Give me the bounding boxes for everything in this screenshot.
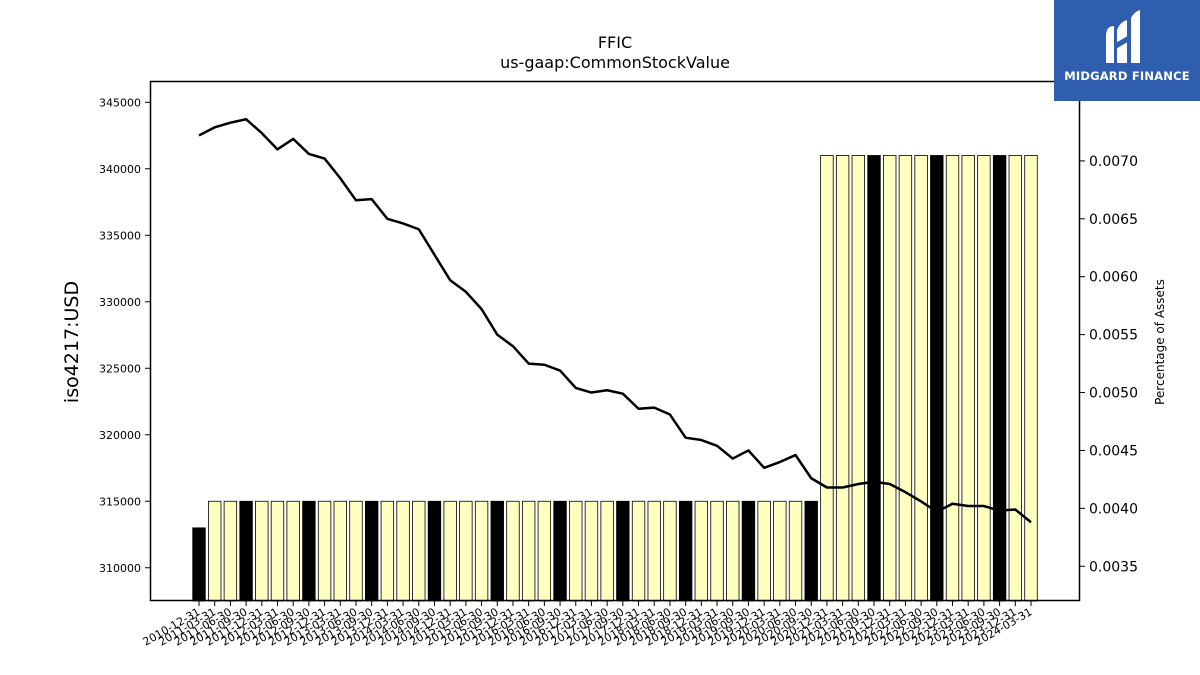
chart-title: FFIC — [597, 33, 633, 52]
bar-2010-12-31 — [192, 527, 206, 602]
bar-2022-03-31 — [898, 155, 913, 602]
right-axis-ticks: 0.0035 0.0040 0.0045 0.0050 0.0055 0.0060 0.00… — [1080, 154, 1138, 575]
bar-2018-06-30 — [663, 500, 677, 602]
left-axis-ticks: 310000 315000 320000 325000 330000 335000 3400… — [99, 96, 150, 575]
bar-2019-03-31 — [710, 500, 724, 602]
y2-tick-label: 0.0065 — [1089, 212, 1138, 228]
bar-2022-09-30 — [930, 155, 944, 602]
line-layer — [198, 117, 1032, 524]
bar-2014-12-31 — [443, 500, 457, 602]
bar-2016-12-31 — [569, 500, 583, 602]
bar-2023-03-31 — [961, 155, 975, 602]
bar-2023-12-31 — [1008, 155, 1022, 602]
bar-2019-09-30 — [741, 500, 756, 602]
percentage-line — [198, 117, 1032, 524]
bar-2011-06-30 — [223, 500, 238, 602]
chart-subtitle: us-gaap:CommonStockValue — [500, 53, 730, 72]
y2-tick-label: 0.0045 — [1089, 443, 1138, 459]
bar-2017-09-30 — [616, 500, 630, 602]
bar-2019-12-31 — [757, 500, 771, 602]
bar-2016-06-30 — [537, 500, 552, 602]
bar-2023-06-30 — [977, 155, 991, 602]
y-tick-label: 315000 — [99, 495, 141, 508]
bar-2019-06-30 — [726, 500, 740, 602]
bar-2021-06-30 — [851, 155, 865, 602]
y2-tick-label: 0.0040 — [1089, 501, 1138, 517]
bar-2023-09-30 — [992, 155, 1007, 602]
bar-2017-12-31 — [631, 500, 646, 602]
bar-2021-09-30 — [867, 155, 881, 602]
plot-frame — [149, 80, 1081, 602]
bar-2013-03-31 — [333, 500, 347, 602]
bar-2012-06-30 — [286, 500, 300, 602]
bar-2017-03-31 — [584, 500, 599, 602]
bar-2022-06-30 — [914, 155, 928, 602]
bar-2012-03-31 — [270, 500, 285, 602]
logo-mark-icon — [1106, 10, 1140, 63]
bars-layer — [192, 155, 1038, 602]
bar-2018-09-30 — [678, 500, 693, 602]
bar-2020-06-30 — [788, 500, 803, 602]
bar-2015-12-31 — [506, 500, 520, 602]
y-tick-label: 310000 — [99, 562, 141, 575]
logo-text: MIDGARD FINANCE — [1064, 69, 1190, 83]
bar-2013-12-31 — [380, 500, 395, 602]
bar-2020-09-30 — [804, 500, 818, 602]
bar-2013-09-30 — [364, 500, 379, 602]
bar-2014-03-31 — [396, 500, 410, 602]
bar-2022-12-31 — [945, 155, 960, 602]
y2-axis-label: Percentage of Assets — [1153, 279, 1167, 405]
bar-2020-12-31 — [820, 155, 834, 602]
bar-2011-12-31 — [255, 500, 269, 602]
bar-2021-03-31 — [835, 155, 850, 602]
y-tick-label: 325000 — [99, 362, 141, 375]
y-tick-label: 330000 — [99, 296, 141, 309]
y2-tick-label: 0.0055 — [1089, 328, 1138, 344]
bar-2016-03-31 — [521, 500, 536, 602]
y2-tick-label: 0.0050 — [1089, 386, 1138, 402]
y-axis-label: iso4217:USD — [61, 280, 83, 404]
bar-2015-09-30 — [490, 500, 504, 602]
bar-2011-03-31 — [208, 500, 222, 602]
y-tick-label: 340000 — [99, 163, 141, 176]
bar-2014-09-30 — [427, 500, 442, 602]
bar-2017-06-30 — [600, 500, 614, 602]
bar-2015-06-30 — [474, 500, 489, 602]
bar-2011-09-30 — [239, 500, 253, 602]
bar-2012-12-31 — [317, 500, 332, 602]
bar-2016-09-30 — [553, 500, 567, 602]
y-tick-label: 345000 — [99, 96, 141, 109]
midgard-finance-logo: MIDGARD FINANCE — [1054, 0, 1200, 101]
y-tick-label: 320000 — [99, 429, 141, 442]
bar-2018-12-31 — [694, 500, 709, 602]
y2-tick-label: 0.0060 — [1089, 270, 1138, 286]
x-axis-ticks: 2010-12-312011-03-312011-06-302011-09-30… — [141, 601, 1035, 649]
bar-2024-03-31 — [1024, 155, 1038, 602]
y2-tick-label: 0.0070 — [1089, 154, 1138, 170]
bar-2015-03-31 — [459, 500, 473, 602]
y2-tick-label: 0.0035 — [1089, 559, 1138, 575]
bar-2012-09-30 — [302, 500, 316, 602]
bar-2020-03-31 — [773, 500, 787, 602]
bar-2014-06-30 — [412, 500, 426, 602]
y-tick-label: 335000 — [99, 229, 141, 242]
bar-2021-12-31 — [883, 155, 897, 602]
bar-2013-06-30 — [349, 500, 363, 602]
bar-2018-03-31 — [647, 500, 661, 602]
